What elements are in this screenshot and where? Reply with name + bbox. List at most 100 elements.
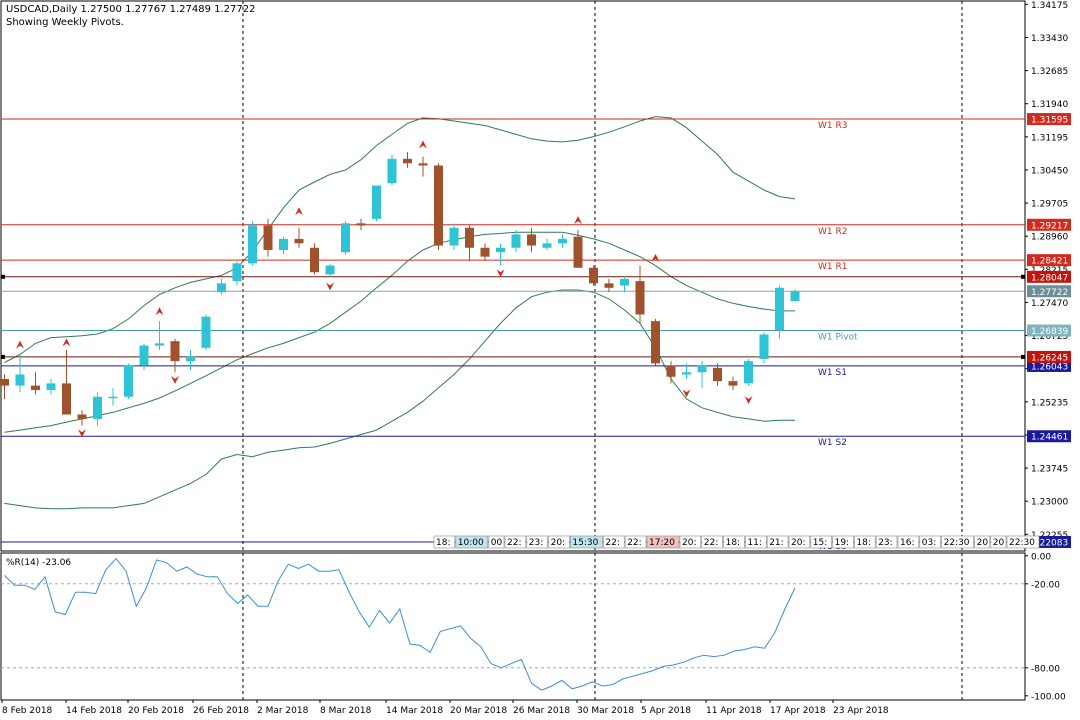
- candle: [356, 218, 366, 230]
- time-tick-label: 20 Mar 2018: [450, 706, 507, 716]
- time-stamp-label: 20:: [551, 538, 565, 548]
- fractal-up-arrow: [295, 207, 303, 216]
- candle: [589, 265, 598, 286]
- candle-body: [744, 361, 753, 384]
- pivot-price-label: 1.31595: [1031, 116, 1068, 126]
- candle-body: [449, 227, 459, 246]
- time-tick-label: 17 Apr 2018: [770, 706, 826, 716]
- level-price-label-box: [1027, 350, 1071, 363]
- time-stamp-strip: 18: 10:00 00 22: 23: 20: 15:30 22: 22: 17:20 20: 22…: [433, 535, 1040, 549]
- fractal-down-arrow: [744, 395, 753, 404]
- candle: [728, 376, 738, 391]
- symbol-ohlc-label: USDCAD,Daily 1.27500 1.27767 1.27489 1.2…: [6, 4, 256, 15]
- time-stamp-box: [679, 535, 702, 549]
- pivots-subtitle: Showing Weekly Pivots.: [6, 17, 124, 28]
- candle-body: [635, 281, 645, 315]
- time-stamp-box: [897, 535, 920, 549]
- time-stamp-box: [701, 535, 723, 549]
- price-axis[interactable]: 1.34175 1.33430 1.32685 1.31940 1.31195 1.304…: [1025, 1, 1071, 549]
- time-stamp-label: 20:: [791, 538, 805, 548]
- lower-band-line: [4, 289, 795, 510]
- candle-body: [682, 372, 691, 375]
- time-stamp-label: 22:: [704, 538, 718, 548]
- candle-body: [387, 158, 397, 184]
- candle: [682, 363, 691, 379]
- time-stamp-label: 18:: [856, 538, 870, 548]
- candle: [186, 350, 195, 371]
- fractal-up-arrow: [62, 338, 71, 347]
- time-tick-label: 11 Apr 2018: [706, 706, 762, 716]
- time-stamp-box: [624, 535, 647, 549]
- level-price-label: 1.26245: [1031, 353, 1068, 363]
- time-stamp-box: [990, 535, 1007, 549]
- candle-body: [651, 321, 660, 364]
- fractal-down-arrow: [682, 389, 691, 398]
- time-stamp-box: [526, 535, 548, 549]
- time-stamp-box: [919, 535, 941, 549]
- pivot-label: W1 S2: [818, 438, 847, 448]
- candle-body: [325, 265, 335, 275]
- pivot-price-label-box: [1027, 113, 1071, 126]
- time-stamp-box: [488, 535, 505, 549]
- time-tick-label: 26 Mar 2018: [513, 706, 570, 716]
- time-stamp-label: 18:: [436, 538, 450, 548]
- candle-body: [527, 234, 536, 246]
- williams-r-line: [4, 557, 796, 691]
- indicator-tick-label: -20.00: [1031, 580, 1060, 590]
- candlestick-series[interactable]: [0, 152, 800, 426]
- time-stamp-label: 22:: [507, 538, 521, 548]
- candle-body: [310, 247, 319, 273]
- time-stamp-label: 19:: [835, 538, 849, 548]
- candle: [124, 363, 133, 399]
- time-tick-label: 23 Apr 2018: [833, 706, 889, 716]
- candle-body: [604, 283, 614, 288]
- candle: [527, 227, 536, 253]
- candle-body: [279, 238, 288, 250]
- candle: [573, 229, 583, 268]
- candle-body: [186, 356, 195, 362]
- chart-header: USDCAD,Daily 1.27500 1.27767 1.27489 1.2…: [6, 3, 256, 29]
- time-stamp-box: [603, 535, 625, 549]
- time-stamp-box: [1006, 535, 1040, 549]
- indicator-tick-label: -100.00: [1031, 692, 1066, 702]
- candle: [434, 163, 443, 250]
- candle: [604, 278, 614, 293]
- time-stamp-label: 03:: [922, 538, 936, 548]
- candle-body: [620, 278, 629, 286]
- candle: [418, 156, 428, 177]
- candle: [294, 227, 304, 248]
- time-stamp-box: [723, 535, 745, 549]
- price-tick-label: 1.28960: [1031, 233, 1068, 243]
- price-tick-label: 1.30450: [1031, 166, 1068, 176]
- pivot-label: W1 R1: [818, 262, 847, 272]
- williams-r-indicator[interactable]: %R(14) -23.06 0.00 -20.00 -80.00 -100.00: [1, 552, 1066, 702]
- price-tick-label: 1.32685: [1031, 67, 1068, 77]
- time-tick-label: 5 Apr 2018: [641, 706, 691, 716]
- time-stamp-label: 20: [977, 538, 989, 548]
- time-stamp-label: 17:20: [649, 538, 675, 548]
- fractal-up-arrow: [574, 216, 582, 225]
- time-axis[interactable]: 8 Feb 2018 14 Feb 2018 20 Feb 2018 26 Feb 2…: [1, 700, 889, 716]
- candle: [542, 238, 552, 250]
- candle-body: [248, 225, 257, 264]
- level-marker-right: [1021, 354, 1025, 359]
- time-stamp-box: [570, 535, 603, 549]
- time-stamp-label: 22:: [605, 538, 619, 548]
- candle-body: [573, 236, 583, 268]
- current-price-label-box: [1027, 285, 1071, 298]
- candle-body: [713, 367, 722, 382]
- candle-body: [217, 283, 226, 293]
- candle: [325, 263, 335, 277]
- time-stamp-label: 22:: [627, 538, 641, 548]
- candle-body: [372, 185, 381, 219]
- candle-body: [341, 223, 350, 253]
- pivot-label: W1 R2: [818, 227, 847, 237]
- time-tick-label: 30 Mar 2018: [577, 706, 634, 716]
- candle: [449, 223, 459, 250]
- fractal-up-arrow: [651, 253, 660, 262]
- candle-body: [775, 287, 784, 331]
- time-stamp-label: 23:: [529, 538, 543, 548]
- candle-body: [496, 247, 505, 253]
- time-stamp-box: [548, 535, 570, 549]
